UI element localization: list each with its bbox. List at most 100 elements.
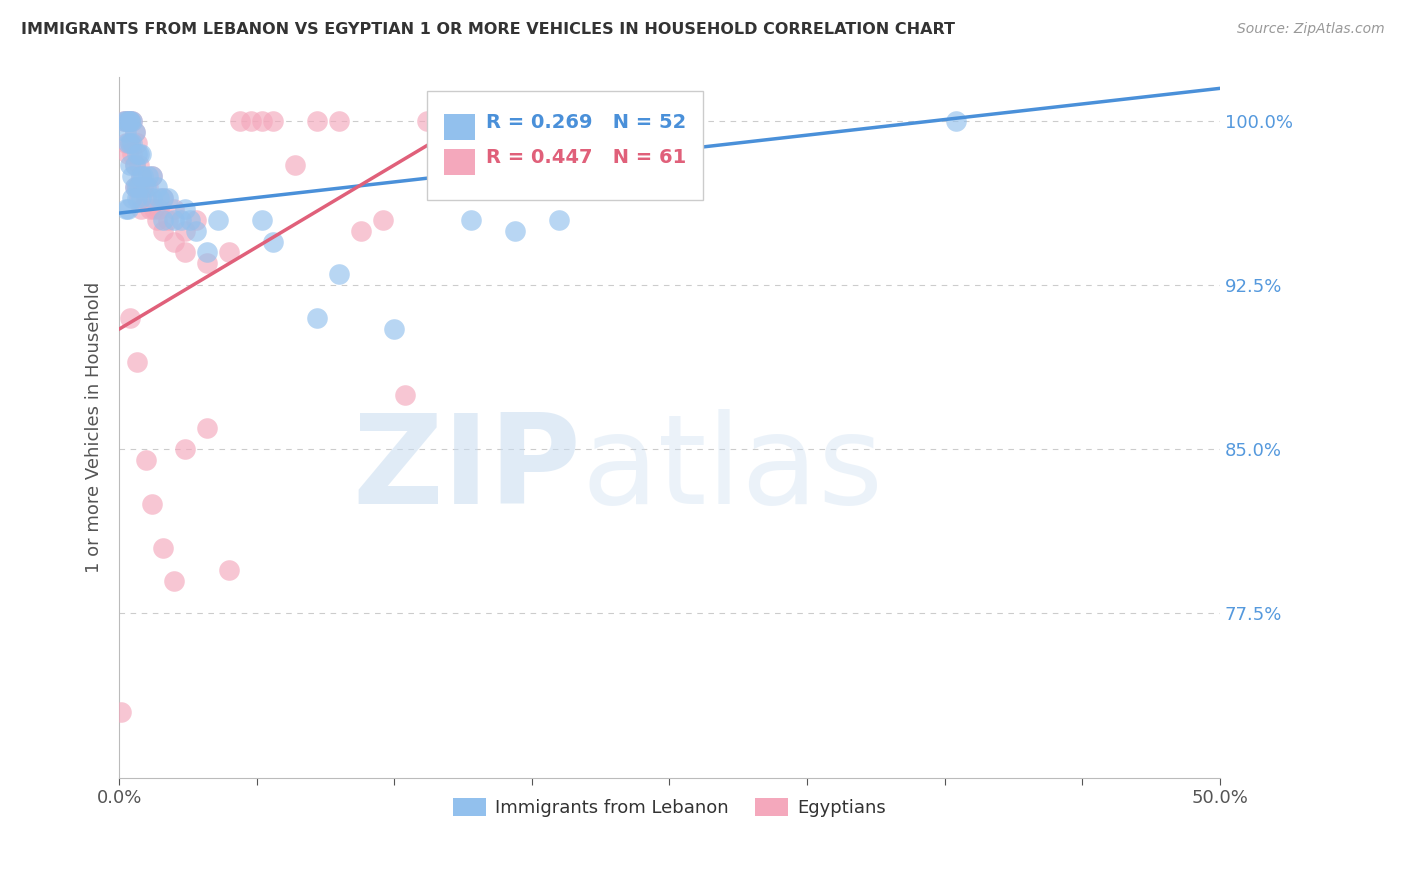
Point bbox=[229, 114, 252, 128]
Point bbox=[156, 191, 179, 205]
Point bbox=[125, 179, 148, 194]
Point bbox=[124, 125, 146, 139]
Point bbox=[124, 125, 146, 139]
Legend: Immigrants from Lebanon, Egyptians: Immigrants from Lebanon, Egyptians bbox=[446, 790, 893, 824]
Point bbox=[186, 212, 208, 227]
FancyBboxPatch shape bbox=[427, 92, 703, 200]
Point bbox=[128, 191, 150, 205]
Point bbox=[141, 169, 163, 183]
Point bbox=[110, 705, 132, 719]
Point bbox=[416, 114, 439, 128]
Point bbox=[112, 114, 135, 128]
Point bbox=[460, 125, 482, 139]
Point bbox=[120, 311, 142, 326]
Point bbox=[163, 574, 186, 588]
Point bbox=[460, 212, 482, 227]
Y-axis label: 1 or more Vehicles in Household: 1 or more Vehicles in Household bbox=[86, 282, 103, 574]
Point bbox=[120, 136, 142, 150]
Point bbox=[121, 147, 143, 161]
Point bbox=[945, 114, 967, 128]
Point bbox=[128, 179, 150, 194]
Point bbox=[125, 179, 148, 194]
Point bbox=[117, 136, 139, 150]
Text: Source: ZipAtlas.com: Source: ZipAtlas.com bbox=[1237, 22, 1385, 37]
Point bbox=[163, 212, 186, 227]
Point bbox=[174, 245, 197, 260]
Point bbox=[141, 191, 163, 205]
Point bbox=[240, 114, 263, 128]
Point bbox=[120, 114, 142, 128]
Point bbox=[128, 158, 150, 172]
Point bbox=[128, 147, 150, 161]
Point bbox=[218, 563, 240, 577]
Text: R = 0.269   N = 52: R = 0.269 N = 52 bbox=[485, 113, 686, 132]
Point bbox=[328, 268, 350, 282]
Bar bbox=[444, 114, 475, 140]
Point bbox=[548, 212, 571, 227]
Point bbox=[121, 169, 143, 183]
Point bbox=[115, 125, 138, 139]
Point bbox=[373, 212, 395, 227]
Point bbox=[174, 442, 197, 457]
Point bbox=[135, 191, 157, 205]
Point bbox=[124, 179, 146, 194]
Point bbox=[307, 114, 329, 128]
Point bbox=[124, 158, 146, 172]
Point bbox=[145, 179, 167, 194]
Text: R = 0.447   N = 61: R = 0.447 N = 61 bbox=[485, 148, 686, 168]
Point bbox=[117, 114, 139, 128]
Point bbox=[195, 245, 218, 260]
Point bbox=[121, 191, 143, 205]
Point bbox=[120, 114, 142, 128]
Point bbox=[117, 147, 139, 161]
Text: atlas: atlas bbox=[582, 409, 883, 530]
Bar bbox=[444, 149, 475, 176]
Point bbox=[163, 202, 186, 216]
Point bbox=[262, 114, 284, 128]
Point bbox=[152, 191, 174, 205]
Point bbox=[129, 169, 152, 183]
Point bbox=[125, 191, 148, 205]
Point bbox=[129, 147, 152, 161]
Point bbox=[125, 147, 148, 161]
Point bbox=[115, 202, 138, 216]
Text: IMMIGRANTS FROM LEBANON VS EGYPTIAN 1 OR MORE VEHICLES IN HOUSEHOLD CORRELATION : IMMIGRANTS FROM LEBANON VS EGYPTIAN 1 OR… bbox=[21, 22, 955, 37]
Point bbox=[124, 179, 146, 194]
Point bbox=[129, 202, 152, 216]
Point bbox=[152, 541, 174, 555]
Point bbox=[135, 179, 157, 194]
Point bbox=[152, 212, 174, 227]
Point bbox=[135, 453, 157, 467]
Point bbox=[132, 179, 155, 194]
Point bbox=[117, 202, 139, 216]
Point bbox=[136, 179, 159, 194]
Point bbox=[129, 191, 152, 205]
Point bbox=[115, 114, 138, 128]
Point bbox=[252, 212, 274, 227]
Text: ZIP: ZIP bbox=[353, 409, 582, 530]
Point bbox=[328, 114, 350, 128]
Point bbox=[139, 202, 162, 216]
Point bbox=[207, 212, 229, 227]
Point bbox=[195, 420, 218, 434]
Point bbox=[394, 387, 416, 401]
Point bbox=[125, 355, 148, 369]
Point bbox=[120, 136, 142, 150]
Point bbox=[121, 136, 143, 150]
Point bbox=[121, 114, 143, 128]
Point bbox=[121, 114, 143, 128]
Point bbox=[384, 322, 406, 336]
Point bbox=[170, 212, 193, 227]
Point bbox=[252, 114, 274, 128]
Point bbox=[262, 235, 284, 249]
Point bbox=[195, 256, 218, 270]
Point bbox=[115, 136, 138, 150]
Point bbox=[449, 114, 471, 128]
Point bbox=[179, 212, 201, 227]
Point bbox=[141, 497, 163, 511]
Point bbox=[307, 311, 329, 326]
Point bbox=[218, 245, 240, 260]
Point bbox=[152, 224, 174, 238]
Point bbox=[471, 114, 494, 128]
Point bbox=[148, 191, 170, 205]
